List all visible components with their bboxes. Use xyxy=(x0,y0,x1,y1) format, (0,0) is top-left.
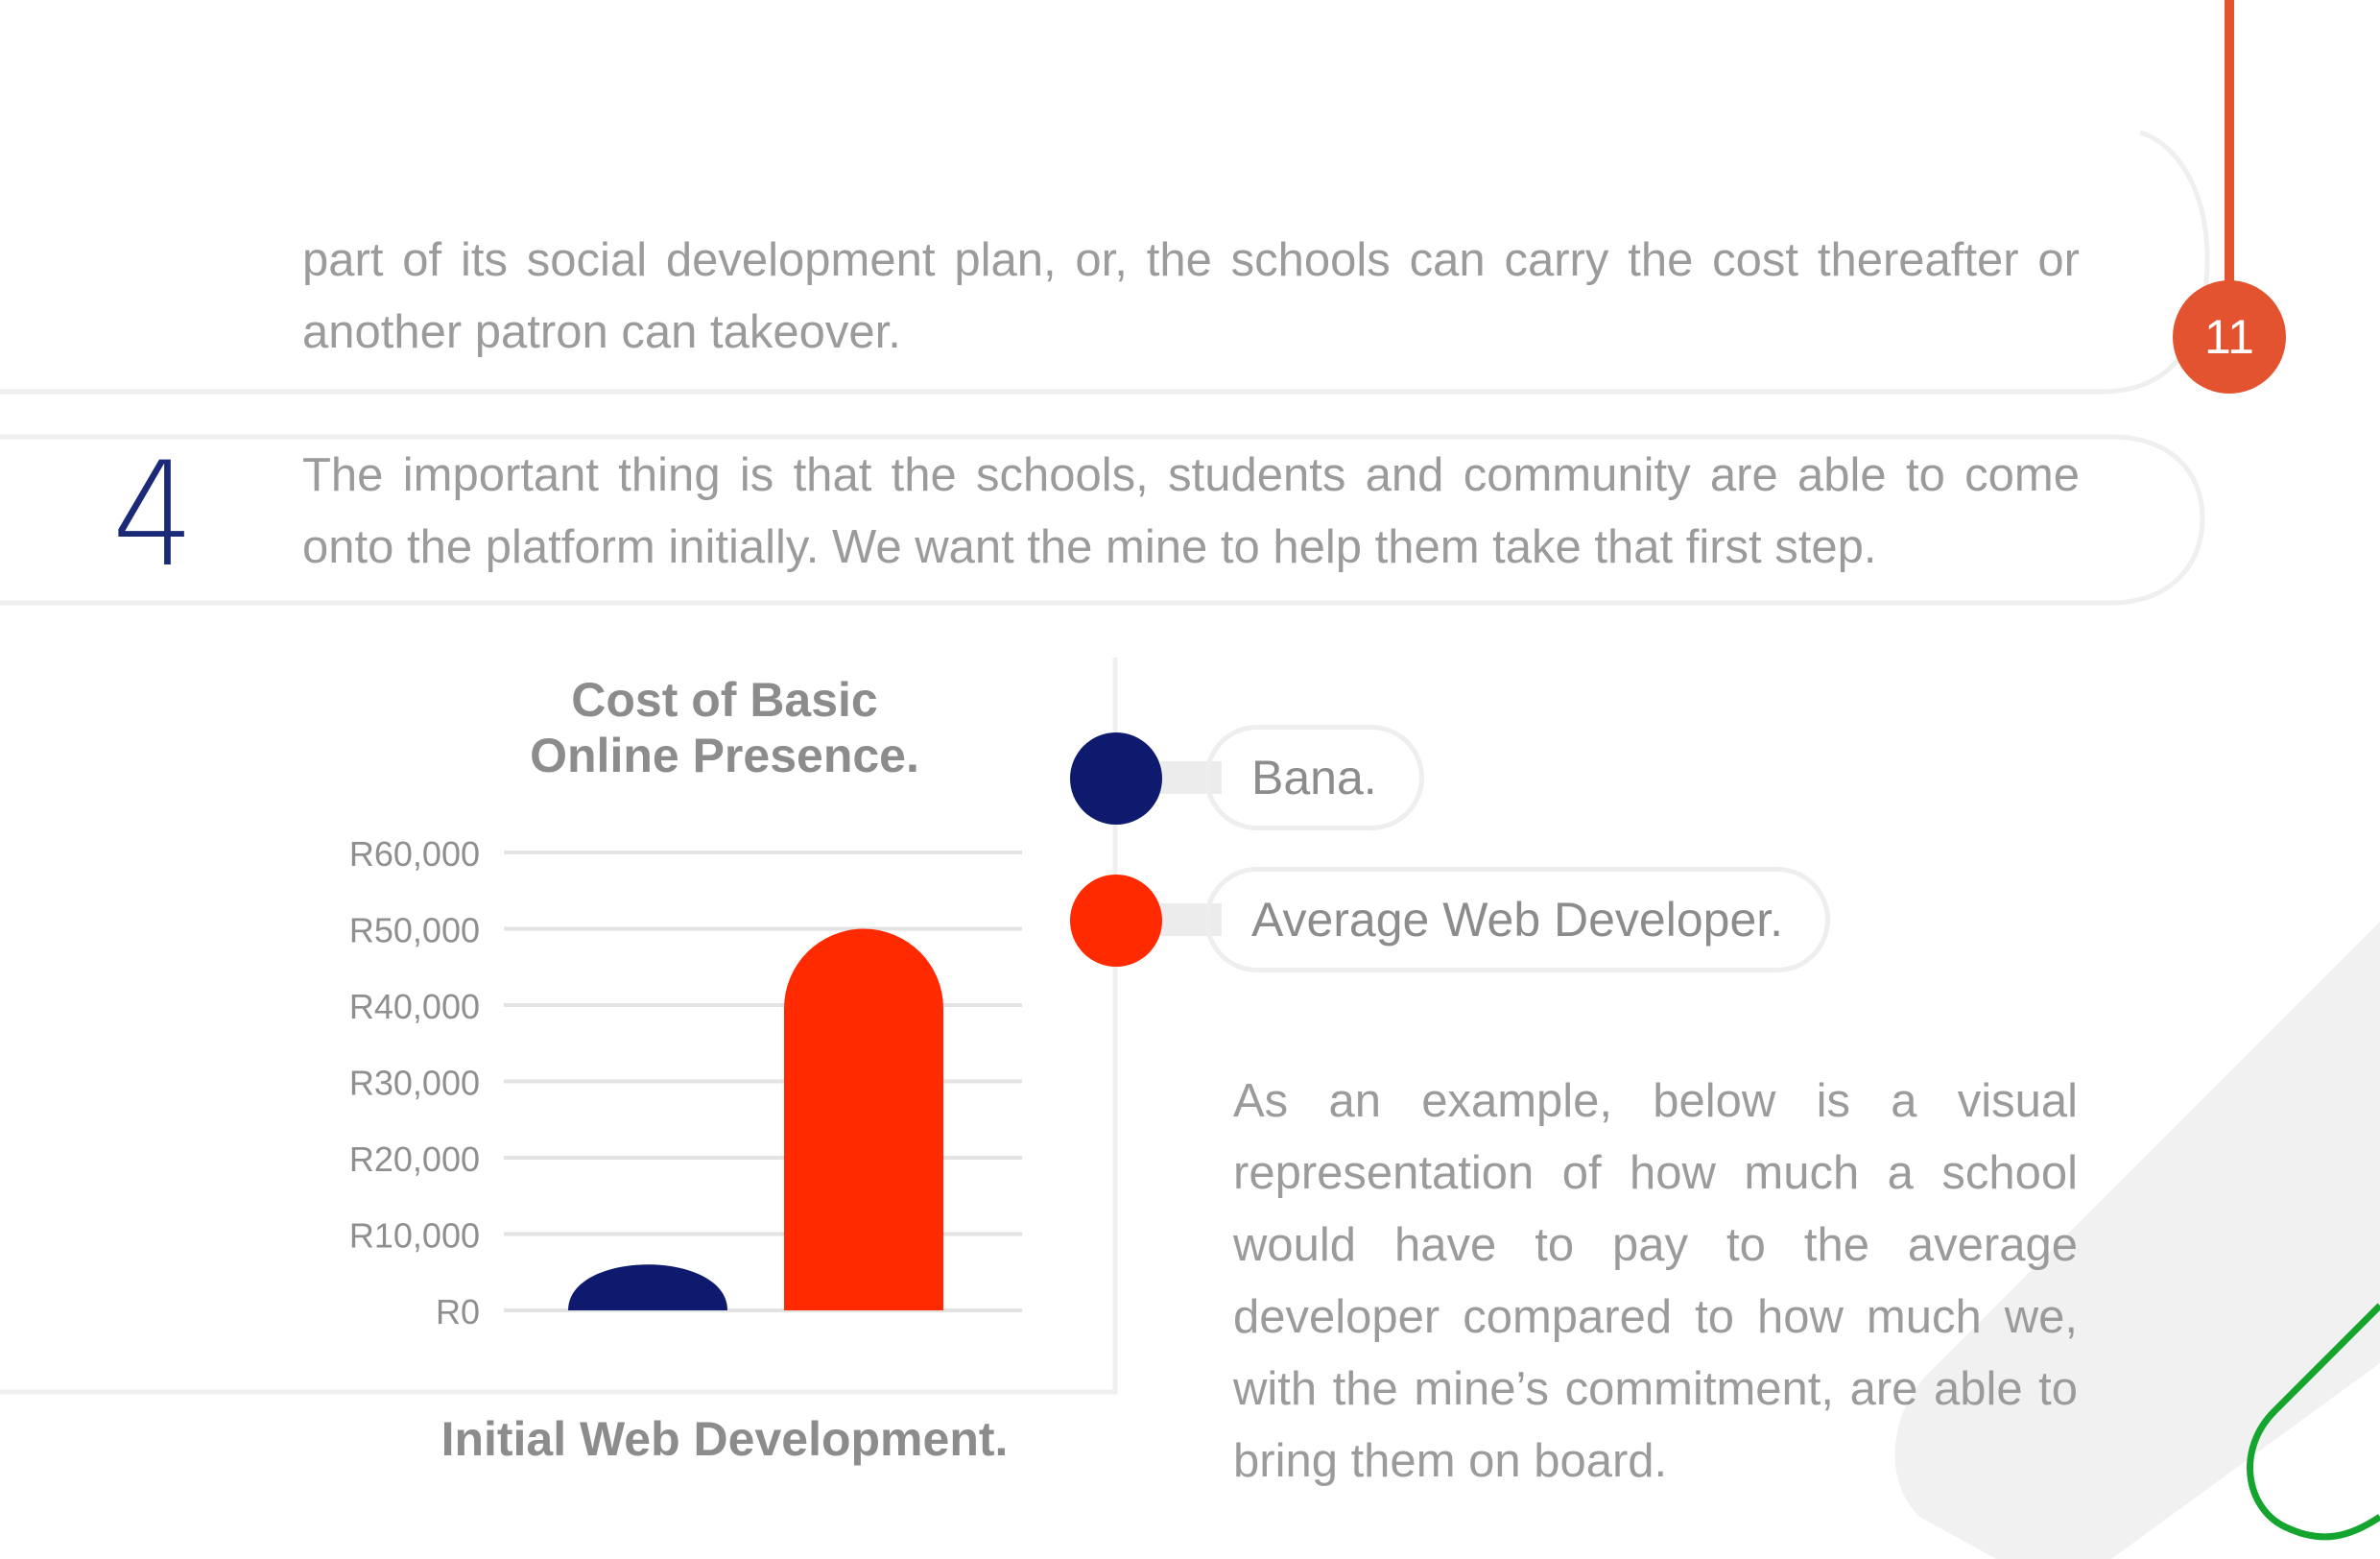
y-tick-label: R60,000 xyxy=(349,834,480,874)
legend-swatch-bana xyxy=(1070,732,1162,825)
intro-line-1: part of its social development plan, or,… xyxy=(302,234,2080,286)
chart-title-line-1: Cost of Basic xyxy=(571,673,878,727)
page-number-badge: 11 xyxy=(2173,280,2286,394)
legend-swatch-average-web-developer xyxy=(1070,875,1162,967)
step-line-1: The important thing is that the schools,… xyxy=(302,449,2080,501)
y-tick-label: R10,000 xyxy=(349,1216,480,1256)
step-paragraph: The important thing is that the schools,… xyxy=(302,440,2080,584)
step-card-outline xyxy=(0,434,2205,606)
green-rounded-outline xyxy=(2247,1303,2380,1541)
intro-card-outline xyxy=(0,130,2210,395)
step-line-2: onto the platform initially. We want the… xyxy=(302,521,1877,573)
bar-average-web-developer xyxy=(784,928,943,1310)
chart-title-line-2: Online Presence. xyxy=(530,729,919,782)
legend-label-average-web-developer: Average Web Developer. xyxy=(1204,867,1831,972)
intro-line-2: another patron can takeover. xyxy=(302,306,901,358)
intro-paragraph: part of its social development plan, or,… xyxy=(302,225,2080,369)
y-tick-label: R20,000 xyxy=(349,1139,480,1179)
chart-x-axis-label: Initial Web Development. xyxy=(440,1412,1009,1466)
legend-label-bana: Bana. xyxy=(1204,725,1424,830)
chart-title: Cost of Basic Online Presence. xyxy=(451,672,998,783)
example-paragraph: As an example, below is a visual represe… xyxy=(1233,1075,2078,1487)
y-tick-label: R30,000 xyxy=(349,1064,480,1103)
y-tick-label: R0 xyxy=(436,1292,480,1331)
y-tick-label: R40,000 xyxy=(349,987,480,1026)
y-tick-label: R50,000 xyxy=(349,911,480,950)
grey-diagonal-band xyxy=(1894,922,2380,1559)
bar-bana xyxy=(568,1264,727,1310)
step-number: 4 xyxy=(111,432,195,599)
page-marker-line xyxy=(2225,0,2234,288)
bar-chart: R0 R10,000 R20,000 R30,000 R40,000 R50,000 R60… xyxy=(349,834,1022,1331)
